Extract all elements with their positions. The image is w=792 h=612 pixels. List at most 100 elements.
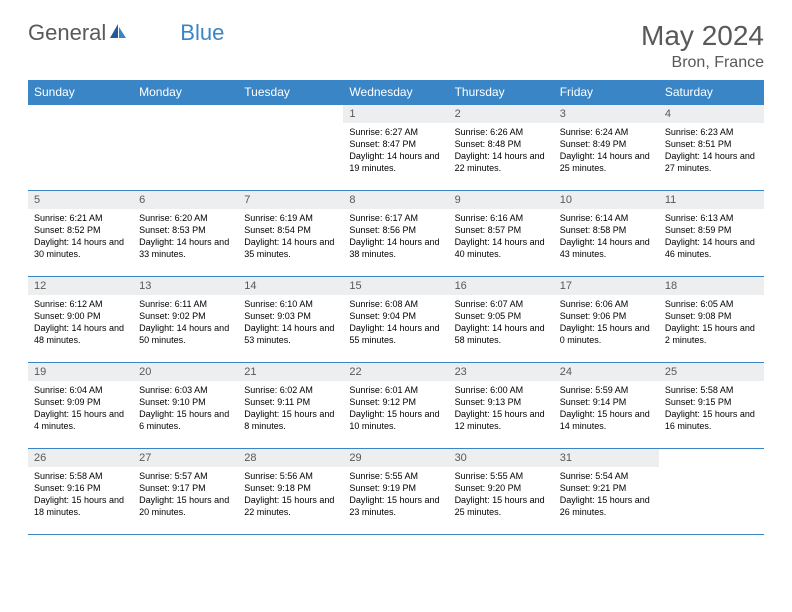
day-details: Sunrise: 6:20 AMSunset: 8:53 PMDaylight:… (133, 209, 238, 264)
sunset-line: Sunset: 9:20 PM (455, 482, 548, 494)
sunrise-line: Sunrise: 6:21 AM (34, 212, 127, 224)
day-details: Sunrise: 6:16 AMSunset: 8:57 PMDaylight:… (449, 209, 554, 264)
daylight-line: Daylight: 15 hours and 25 minutes. (455, 494, 548, 518)
calendar-day-cell: 8Sunrise: 6:17 AMSunset: 8:56 PMDaylight… (343, 191, 448, 277)
day-number: 12 (28, 277, 133, 295)
daylight-line: Daylight: 14 hours and 58 minutes. (455, 322, 548, 346)
daylight-line: Daylight: 14 hours and 55 minutes. (349, 322, 442, 346)
day-number: 7 (238, 191, 343, 209)
daylight-line: Daylight: 15 hours and 12 minutes. (455, 408, 548, 432)
day-details: Sunrise: 6:10 AMSunset: 9:03 PMDaylight:… (238, 295, 343, 350)
calendar-day-cell: 24Sunrise: 5:59 AMSunset: 9:14 PMDayligh… (554, 363, 659, 449)
day-details: Sunrise: 5:55 AMSunset: 9:19 PMDaylight:… (343, 467, 448, 522)
calendar-day-cell: 26Sunrise: 5:58 AMSunset: 9:16 PMDayligh… (28, 449, 133, 535)
sunrise-line: Sunrise: 6:06 AM (560, 298, 653, 310)
daylight-line: Daylight: 15 hours and 16 minutes. (665, 408, 758, 432)
calendar-day-cell: 14Sunrise: 6:10 AMSunset: 9:03 PMDayligh… (238, 277, 343, 363)
calendar-day-cell: 10Sunrise: 6:14 AMSunset: 8:58 PMDayligh… (554, 191, 659, 277)
sunrise-line: Sunrise: 6:10 AM (244, 298, 337, 310)
daylight-line: Daylight: 15 hours and 10 minutes. (349, 408, 442, 432)
sunrise-line: Sunrise: 6:16 AM (455, 212, 548, 224)
day-number: 19 (28, 363, 133, 381)
calendar-day-cell: 21Sunrise: 6:02 AMSunset: 9:11 PMDayligh… (238, 363, 343, 449)
day-details: Sunrise: 6:24 AMSunset: 8:49 PMDaylight:… (554, 123, 659, 178)
weekday-header: Sunday (28, 80, 133, 105)
sunrise-line: Sunrise: 5:55 AM (349, 470, 442, 482)
day-number: 11 (659, 191, 764, 209)
sunset-line: Sunset: 8:49 PM (560, 138, 653, 150)
calendar-day-cell: 2Sunrise: 6:26 AMSunset: 8:48 PMDaylight… (449, 105, 554, 191)
calendar-day-cell: 18Sunrise: 6:05 AMSunset: 9:08 PMDayligh… (659, 277, 764, 363)
sunrise-line: Sunrise: 6:01 AM (349, 384, 442, 396)
sunrise-line: Sunrise: 5:59 AM (560, 384, 653, 396)
sunset-line: Sunset: 9:19 PM (349, 482, 442, 494)
daylight-line: Daylight: 14 hours and 40 minutes. (455, 236, 548, 260)
sunrise-line: Sunrise: 5:58 AM (34, 470, 127, 482)
sunset-line: Sunset: 8:52 PM (34, 224, 127, 236)
day-details: Sunrise: 6:21 AMSunset: 8:52 PMDaylight:… (28, 209, 133, 264)
day-number: 14 (238, 277, 343, 295)
sunrise-line: Sunrise: 6:23 AM (665, 126, 758, 138)
day-details: Sunrise: 6:11 AMSunset: 9:02 PMDaylight:… (133, 295, 238, 350)
sunrise-line: Sunrise: 5:56 AM (244, 470, 337, 482)
daylight-line: Daylight: 14 hours and 25 minutes. (560, 150, 653, 174)
calendar-day-cell: 3Sunrise: 6:24 AMSunset: 8:49 PMDaylight… (554, 105, 659, 191)
sunset-line: Sunset: 9:17 PM (139, 482, 232, 494)
day-details: Sunrise: 6:19 AMSunset: 8:54 PMDaylight:… (238, 209, 343, 264)
day-details: Sunrise: 5:54 AMSunset: 9:21 PMDaylight:… (554, 467, 659, 522)
sunset-line: Sunset: 9:16 PM (34, 482, 127, 494)
daylight-line: Daylight: 14 hours and 33 minutes. (139, 236, 232, 260)
sunset-line: Sunset: 9:12 PM (349, 396, 442, 408)
sunrise-line: Sunrise: 6:03 AM (139, 384, 232, 396)
day-number: 21 (238, 363, 343, 381)
day-number: 22 (343, 363, 448, 381)
daylight-line: Daylight: 15 hours and 8 minutes. (244, 408, 337, 432)
sunrise-line: Sunrise: 6:19 AM (244, 212, 337, 224)
calendar-day-cell: 29Sunrise: 5:55 AMSunset: 9:19 PMDayligh… (343, 449, 448, 535)
sunset-line: Sunset: 8:59 PM (665, 224, 758, 236)
sunset-line: Sunset: 9:14 PM (560, 396, 653, 408)
weekday-header: Thursday (449, 80, 554, 105)
daylight-line: Daylight: 15 hours and 18 minutes. (34, 494, 127, 518)
day-details: Sunrise: 5:57 AMSunset: 9:17 PMDaylight:… (133, 467, 238, 522)
calendar-day-cell: 31Sunrise: 5:54 AMSunset: 9:21 PMDayligh… (554, 449, 659, 535)
day-number: 6 (133, 191, 238, 209)
day-details: Sunrise: 5:58 AMSunset: 9:16 PMDaylight:… (28, 467, 133, 522)
sunset-line: Sunset: 8:47 PM (349, 138, 442, 150)
day-details: Sunrise: 6:05 AMSunset: 9:08 PMDaylight:… (659, 295, 764, 350)
sunset-line: Sunset: 8:48 PM (455, 138, 548, 150)
sunrise-line: Sunrise: 6:04 AM (34, 384, 127, 396)
day-details: Sunrise: 5:58 AMSunset: 9:15 PMDaylight:… (659, 381, 764, 436)
daylight-line: Daylight: 14 hours and 53 minutes. (244, 322, 337, 346)
day-details: Sunrise: 5:55 AMSunset: 9:20 PMDaylight:… (449, 467, 554, 522)
calendar-day-cell: 15Sunrise: 6:08 AMSunset: 9:04 PMDayligh… (343, 277, 448, 363)
calendar-day-cell (659, 449, 764, 535)
calendar-day-cell: 6Sunrise: 6:20 AMSunset: 8:53 PMDaylight… (133, 191, 238, 277)
day-number: 18 (659, 277, 764, 295)
sunset-line: Sunset: 8:54 PM (244, 224, 337, 236)
daylight-line: Daylight: 15 hours and 2 minutes. (665, 322, 758, 346)
calendar-week-row: 12Sunrise: 6:12 AMSunset: 9:00 PMDayligh… (28, 277, 764, 363)
location: Bron, France (641, 54, 764, 72)
sunrise-line: Sunrise: 6:07 AM (455, 298, 548, 310)
calendar-day-cell: 28Sunrise: 5:56 AMSunset: 9:18 PMDayligh… (238, 449, 343, 535)
daylight-line: Daylight: 14 hours and 38 minutes. (349, 236, 442, 260)
daylight-line: Daylight: 14 hours and 27 minutes. (665, 150, 758, 174)
sunrise-line: Sunrise: 6:14 AM (560, 212, 653, 224)
calendar-day-cell: 27Sunrise: 5:57 AMSunset: 9:17 PMDayligh… (133, 449, 238, 535)
sunset-line: Sunset: 9:18 PM (244, 482, 337, 494)
day-details: Sunrise: 6:26 AMSunset: 8:48 PMDaylight:… (449, 123, 554, 178)
calendar-day-cell: 5Sunrise: 6:21 AMSunset: 8:52 PMDaylight… (28, 191, 133, 277)
sunrise-line: Sunrise: 6:05 AM (665, 298, 758, 310)
sunrise-line: Sunrise: 5:55 AM (455, 470, 548, 482)
day-details: Sunrise: 6:17 AMSunset: 8:56 PMDaylight:… (343, 209, 448, 264)
calendar-day-cell: 12Sunrise: 6:12 AMSunset: 9:00 PMDayligh… (28, 277, 133, 363)
sunrise-line: Sunrise: 6:27 AM (349, 126, 442, 138)
day-details: Sunrise: 6:27 AMSunset: 8:47 PMDaylight:… (343, 123, 448, 178)
daylight-line: Daylight: 15 hours and 23 minutes. (349, 494, 442, 518)
sunrise-line: Sunrise: 6:02 AM (244, 384, 337, 396)
daylight-line: Daylight: 14 hours and 19 minutes. (349, 150, 442, 174)
sunrise-line: Sunrise: 6:12 AM (34, 298, 127, 310)
day-details: Sunrise: 6:13 AMSunset: 8:59 PMDaylight:… (659, 209, 764, 264)
day-details: Sunrise: 5:59 AMSunset: 9:14 PMDaylight:… (554, 381, 659, 436)
